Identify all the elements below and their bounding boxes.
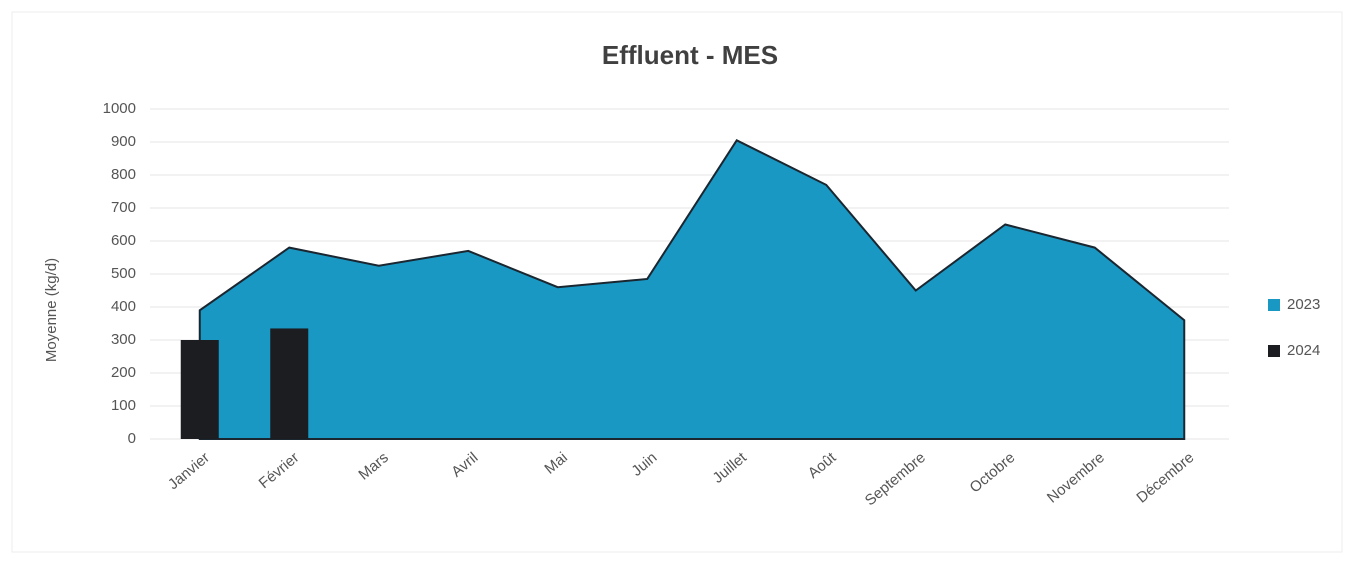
legend-label: 2023 — [1287, 296, 1320, 313]
legend-label: 2024 — [1287, 342, 1320, 359]
area — [198, 139, 1186, 440]
legend-swatch — [1268, 299, 1280, 311]
y-tick-label: 700 — [111, 199, 136, 216]
y-axis-label: Moyenne (kg/d) — [43, 258, 60, 362]
y-tick-label: 1000 — [103, 100, 136, 117]
bar — [180, 340, 219, 439]
y-tick-label: 800 — [111, 166, 136, 183]
legend-swatch — [1268, 345, 1280, 357]
y-tick-label: 200 — [111, 364, 136, 381]
y-tick-label: 0 — [128, 430, 136, 447]
y-tick-label: 900 — [111, 133, 136, 150]
y-tick-label: 300 — [111, 331, 136, 348]
y-tick-label: 100 — [111, 397, 136, 414]
bar — [270, 328, 309, 439]
y-tick-label: 600 — [111, 232, 136, 249]
chart-title: Effluent - MES — [602, 40, 778, 70]
y-tick-label: 500 — [111, 265, 136, 282]
y-tick-label: 400 — [111, 298, 136, 315]
